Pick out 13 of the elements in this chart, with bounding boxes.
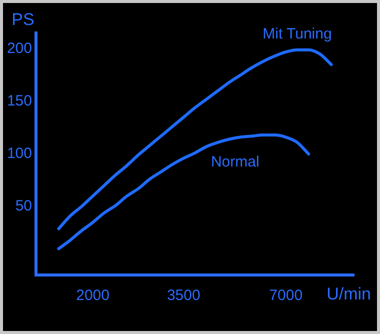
y-tick-label: 150	[6, 92, 32, 110]
y-axis-title: PS	[12, 10, 34, 30]
x-tick-label: 2000	[76, 287, 110, 304]
y-tick-label: 50	[15, 198, 32, 215]
line-series	[57, 134, 310, 250]
x-axis-title: U/min	[326, 284, 371, 304]
series-label: Mit Tuning	[262, 25, 332, 42]
line-series	[57, 48, 333, 230]
x-tick-label: 7000	[269, 287, 303, 304]
y-tick-label: 200	[6, 40, 32, 57]
y-tick-label: 100	[6, 145, 32, 162]
x-tick-label: 3500	[166, 287, 200, 304]
series-label: Normal	[210, 154, 260, 171]
